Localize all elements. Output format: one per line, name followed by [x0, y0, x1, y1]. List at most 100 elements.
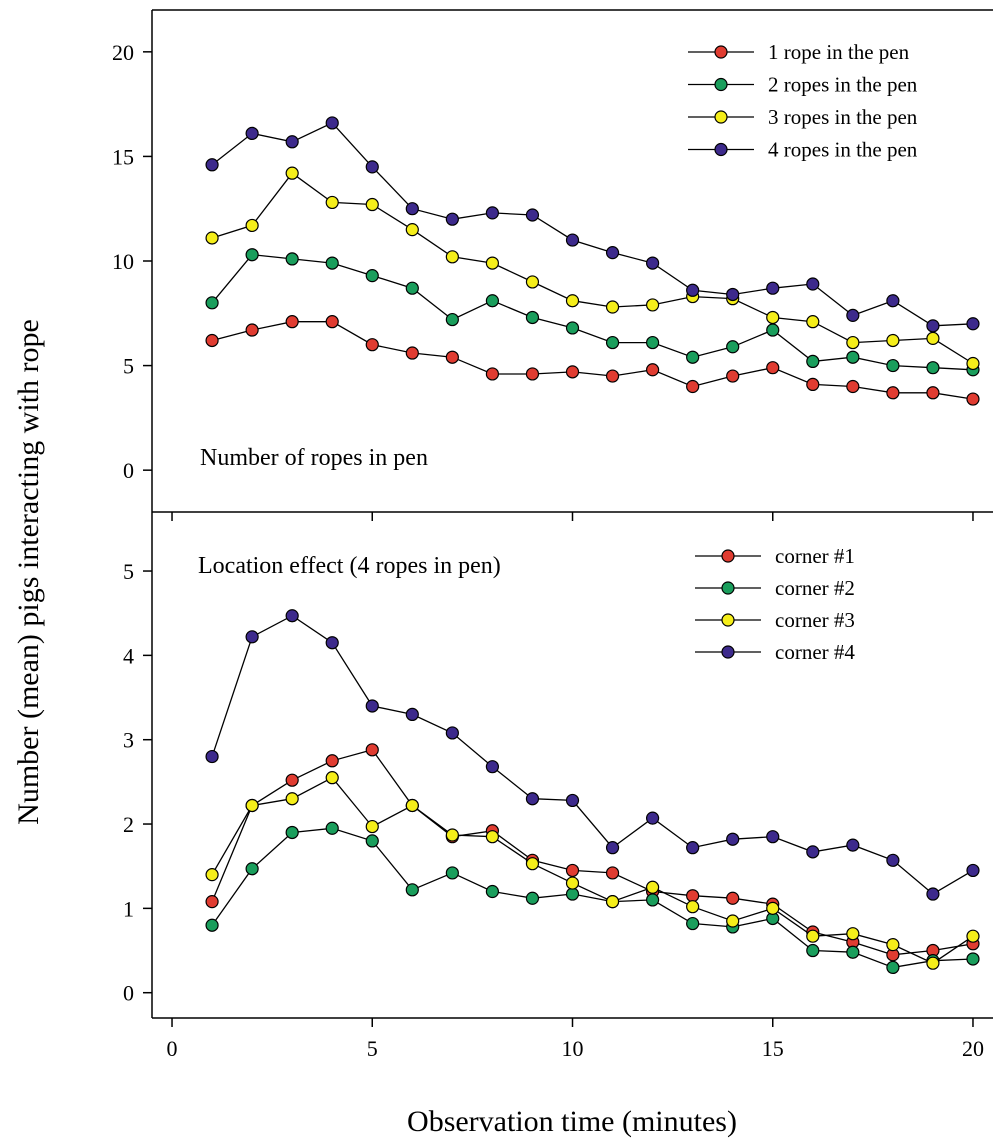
data-point-corner-4 — [285, 609, 299, 623]
data-point-corner-4 — [525, 792, 540, 806]
data-point-corner-2 — [886, 960, 900, 975]
data-point-3-ropes-in-the-pen — [806, 315, 820, 329]
data-point-3-ropes-in-the-pen — [325, 195, 339, 210]
legend-marker — [714, 77, 728, 92]
data-point-corner-2 — [445, 866, 459, 880]
data-point-3-ropes-in-the-pen — [285, 166, 299, 180]
y-tick-label: 5 — [123, 559, 134, 584]
data-point-corner-1 — [605, 866, 620, 880]
data-point-1-rope-in-the-pen — [926, 386, 940, 400]
panel-ropes-in-pen: 0 5 10 15 20 1 rope in the pen 2 ropes in the … — [112, 9, 993, 521]
y-tick-label: 0 — [123, 458, 134, 483]
data-point-corner-4 — [966, 863, 980, 878]
data-point-1-rope-in-the-pen — [325, 315, 339, 329]
data-point-corner-4 — [806, 845, 820, 859]
data-point-4-ropes-in-the-pen — [926, 319, 940, 333]
data-point-1-rope-in-the-pen — [205, 333, 219, 348]
data-point-2-ropes-in-the-pen — [405, 281, 419, 295]
legend-label: corner #1 — [775, 544, 855, 568]
y-tick-label: 1 — [123, 896, 134, 921]
data-point-corner-4 — [926, 887, 940, 901]
data-point-corner-3 — [445, 828, 459, 842]
series-line-corner-3 — [211, 776, 974, 964]
data-point-corner-2 — [285, 825, 299, 840]
data-point-3-ropes-in-the-pen — [405, 223, 419, 237]
data-point-2-ropes-in-the-pen — [726, 340, 740, 354]
series-line-corner-1 — [211, 749, 974, 956]
data-point-3-ropes-in-the-pen — [605, 300, 620, 314]
series-line-4-ropes-in-the-pen — [211, 122, 974, 327]
data-point-corner-3 — [766, 901, 780, 915]
data-point-corner-3 — [886, 938, 900, 952]
x-tick-label: 10 — [562, 1036, 584, 1061]
data-point-corner-3 — [245, 798, 259, 813]
data-point-4-ropes-in-the-pen — [686, 283, 700, 297]
legend-label: corner #2 — [775, 576, 855, 600]
legend-label: 1 rope in the pen — [768, 40, 910, 64]
data-point-corner-4 — [205, 749, 219, 764]
legend-marker — [721, 581, 735, 595]
data-point-corner-2 — [686, 916, 700, 931]
legend-label: corner #4 — [775, 640, 855, 664]
legend-marker — [721, 549, 735, 563]
data-point-2-ropes-in-the-pen — [485, 294, 500, 308]
data-point-4-ropes-in-the-pen — [886, 294, 900, 308]
data-point-corner-1 — [285, 773, 299, 787]
data-point-corner-1 — [365, 743, 379, 757]
y-tick-label: 2 — [123, 812, 134, 837]
data-point-corner-3 — [365, 819, 379, 834]
data-point-4-ropes-in-the-pen — [966, 317, 980, 331]
data-point-4-ropes-in-the-pen — [365, 160, 379, 174]
series-line-corner-2 — [211, 827, 974, 969]
data-point-corner-1 — [205, 895, 219, 909]
data-point-3-ropes-in-the-pen — [565, 294, 580, 308]
x-tick-label: 15 — [762, 1036, 784, 1061]
x-tick-label: 0 — [167, 1036, 178, 1061]
data-point-corner-3 — [726, 914, 740, 928]
data-point-corner-4 — [886, 853, 900, 867]
data-point-4-ropes-in-the-pen — [846, 308, 860, 322]
data-point-corner-4 — [686, 841, 700, 855]
data-point-corner-4 — [325, 636, 339, 650]
data-point-3-ropes-in-the-pen — [926, 331, 940, 345]
data-point-2-ropes-in-the-pen — [766, 323, 780, 337]
data-point-2-ropes-in-the-pen — [605, 335, 620, 350]
data-point-corner-4 — [726, 832, 740, 846]
data-point-corner-3 — [926, 956, 940, 970]
data-point-4-ropes-in-the-pen — [645, 256, 660, 270]
data-point-4-ropes-in-the-pen — [605, 246, 620, 260]
legend-label: 3 ropes in the pen — [768, 105, 918, 129]
y-tick-label: 20 — [112, 40, 134, 65]
data-point-corner-2 — [645, 893, 660, 907]
legend-marker — [721, 645, 735, 659]
series-line-3-ropes-in-the-pen — [211, 172, 974, 365]
data-point-corner-4 — [766, 830, 780, 844]
data-point-corner-4 — [485, 760, 500, 774]
series-line-corner-4 — [211, 614, 974, 895]
data-point-1-rope-in-the-pen — [766, 361, 780, 375]
series-line-2-ropes-in-the-pen — [211, 254, 974, 371]
data-point-4-ropes-in-the-pen — [325, 116, 339, 130]
data-point-corner-3 — [285, 792, 299, 806]
data-point-corner-2 — [565, 887, 580, 901]
data-point-corner-2 — [365, 834, 379, 848]
panel-location-effect: 0 1 2 3 4 5 0 5 10 15 20 corner #1 corner #2 corner #… — [123, 512, 993, 1061]
data-point-corner-4 — [645, 811, 660, 825]
data-point-2-ropes-in-the-pen — [285, 252, 299, 266]
y-tick-label: 4 — [123, 643, 134, 668]
data-point-corner-3 — [605, 895, 620, 909]
data-point-4-ropes-in-the-pen — [485, 206, 500, 220]
data-point-2-ropes-in-the-pen — [886, 358, 900, 373]
data-point-3-ropes-in-the-pen — [525, 275, 540, 289]
data-point-corner-1 — [686, 889, 700, 903]
data-point-corner-2 — [525, 891, 540, 905]
data-point-1-rope-in-the-pen — [966, 392, 980, 406]
legend-label: 4 ropes in the pen — [768, 138, 918, 162]
data-point-4-ropes-in-the-pen — [525, 208, 540, 222]
legend-marker — [714, 110, 728, 124]
data-point-corner-1 — [565, 863, 580, 878]
data-point-1-rope-in-the-pen — [405, 346, 419, 360]
legend-marker — [721, 613, 735, 627]
data-point-4-ropes-in-the-pen — [285, 135, 299, 149]
